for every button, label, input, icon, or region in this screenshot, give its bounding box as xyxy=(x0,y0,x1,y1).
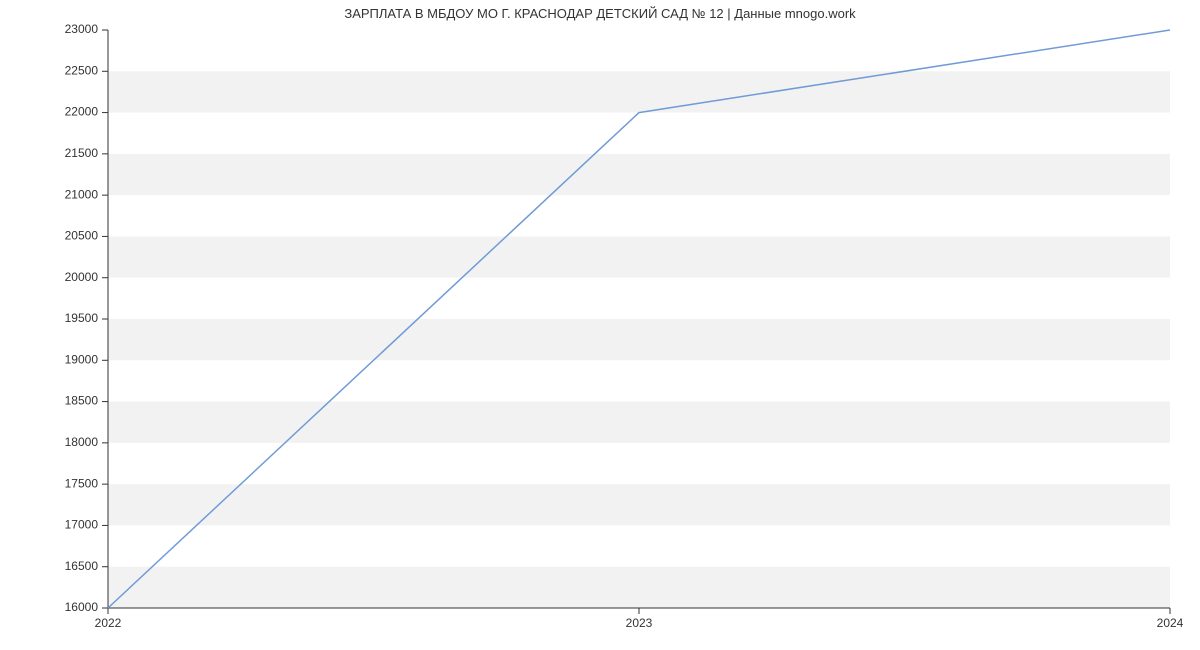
y-tick-label: 18000 xyxy=(65,435,99,449)
y-tick-label: 20000 xyxy=(65,270,99,284)
y-tick-label: 16000 xyxy=(65,600,99,614)
y-tick-label: 19000 xyxy=(65,352,99,366)
chart-svg: 16000 16500 17000 17500 18000 18500 19000 19500… xyxy=(0,0,1200,650)
x-tick-label: 2023 xyxy=(626,616,653,630)
y-tick-label: 21500 xyxy=(65,146,99,160)
y-tick-label: 17000 xyxy=(65,518,99,532)
y-tick-label: 17500 xyxy=(65,476,99,490)
x-tick-label: 2024 xyxy=(1157,616,1184,630)
y-tick-label: 19500 xyxy=(65,311,99,325)
y-tick-label: 22500 xyxy=(65,63,99,77)
x-tick-label: 2022 xyxy=(95,616,122,630)
y-tick-label: 21000 xyxy=(65,187,99,201)
y-tick-label: 18500 xyxy=(65,394,99,408)
y-tick-label: 20500 xyxy=(65,229,99,243)
y-tick-label: 22000 xyxy=(65,105,99,119)
salary-line-chart: ЗАРПЛАТА В МБДОУ МО Г. КРАСНОДАР ДЕТСКИЙ… xyxy=(0,0,1200,650)
y-tick-label: 16500 xyxy=(65,559,99,573)
y-tick-label: 23000 xyxy=(65,22,99,36)
